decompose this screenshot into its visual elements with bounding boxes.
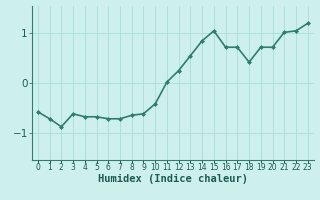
X-axis label: Humidex (Indice chaleur): Humidex (Indice chaleur) <box>98 174 248 184</box>
